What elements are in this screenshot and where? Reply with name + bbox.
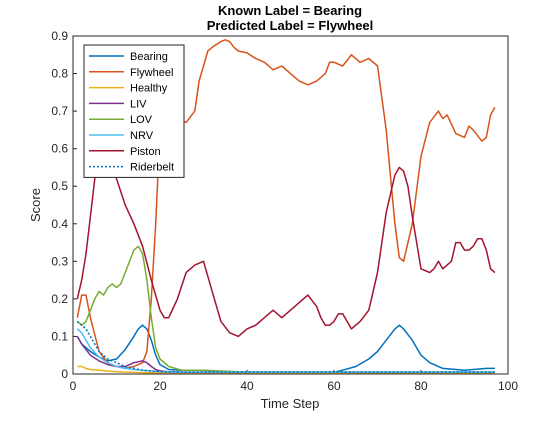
series-lines (76, 39, 496, 374)
legend-label-nrv: NRV (130, 130, 154, 142)
y-tick-label: 0 (61, 367, 68, 381)
legend-box (83, 44, 185, 178)
y-tick-label: 0.1 (51, 329, 68, 343)
legend-label-healthy: Healthy (130, 83, 168, 95)
y-tick-label: 0.5 (51, 179, 68, 193)
x-tick-label: 20 (153, 379, 167, 393)
series-line-riderbelt (76, 320, 495, 373)
legend-label-piston: Piston (130, 146, 161, 158)
y-axis-ticks: 0 0.1 0.2 0.3 0.4 0.5 0.6 0.7 0.8 0.9 (51, 29, 77, 381)
series-line-healthy (77, 365, 495, 374)
series-line-flywheel (76, 39, 496, 370)
legend-label-bearing: Bearing (130, 51, 168, 63)
x-tick-label: 40 (240, 379, 254, 393)
series-line-piston (76, 147, 496, 338)
chart-title: Known Label = Bearing (218, 3, 362, 18)
series-line-nrv (76, 328, 495, 373)
legend-label-flywheel: Flywheel (130, 67, 173, 79)
x-axis-label: Time Step (261, 396, 320, 411)
x-tick-label: 80 (414, 379, 428, 393)
y-tick-label: 0.9 (51, 29, 68, 43)
x-axis-ticks: 0 20 40 60 80 100 (70, 370, 518, 393)
y-tick-label: 0.4 (51, 217, 68, 231)
plot-frame (72, 35, 509, 375)
y-tick-label: 0.8 (51, 67, 68, 81)
y-tick-label: 0.6 (51, 142, 68, 156)
chart-subtitle: Predicted Label = Flywheel (207, 18, 374, 33)
x-tick-label: 60 (327, 379, 341, 393)
legend: Bearing Flywheel Healthy LIV LOV NRV Piston Rid… (83, 44, 185, 178)
y-axis-label: Score (28, 188, 43, 222)
legend-label-liv: LIV (130, 98, 147, 110)
legend-label-lov: LOV (130, 114, 153, 126)
x-tick-label: 0 (70, 379, 77, 393)
x-tick-label: 100 (498, 379, 518, 393)
y-tick-label: 0.7 (51, 104, 68, 118)
legend-label-riderbelt: Riderbelt (130, 162, 174, 174)
y-tick-label: 0.2 (51, 292, 68, 306)
y-tick-label: 0.3 (51, 254, 68, 268)
